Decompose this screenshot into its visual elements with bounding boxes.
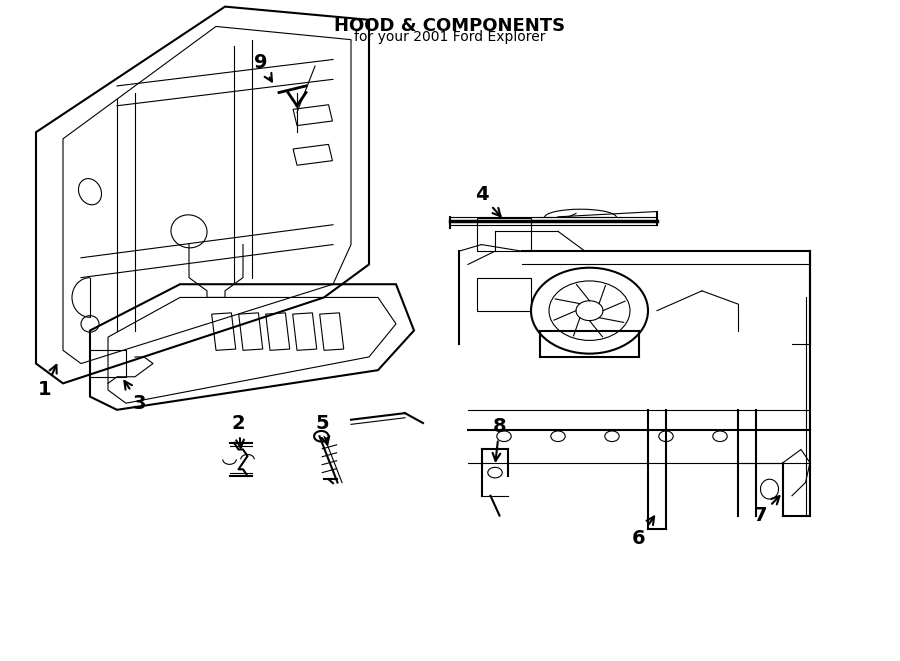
Text: 7: 7 (754, 496, 779, 525)
Text: 8: 8 (492, 417, 507, 461)
Bar (292, 313, 317, 350)
Text: 2: 2 (231, 414, 246, 447)
Text: 1: 1 (38, 365, 57, 399)
Text: for your 2001 Ford Explorer: for your 2001 Ford Explorer (355, 30, 545, 44)
Text: 3: 3 (124, 381, 146, 412)
Bar (477, 278, 531, 311)
Bar (293, 104, 332, 126)
Bar (238, 313, 263, 350)
Text: 9: 9 (254, 54, 272, 81)
Bar (212, 313, 236, 350)
Text: 6: 6 (632, 516, 654, 548)
Bar (477, 218, 531, 251)
Bar (266, 313, 290, 350)
Text: HOOD & COMPONENTS: HOOD & COMPONENTS (335, 17, 565, 34)
Bar (320, 313, 344, 350)
Text: 5: 5 (315, 414, 329, 444)
Text: 4: 4 (474, 186, 500, 216)
Bar (293, 144, 332, 165)
